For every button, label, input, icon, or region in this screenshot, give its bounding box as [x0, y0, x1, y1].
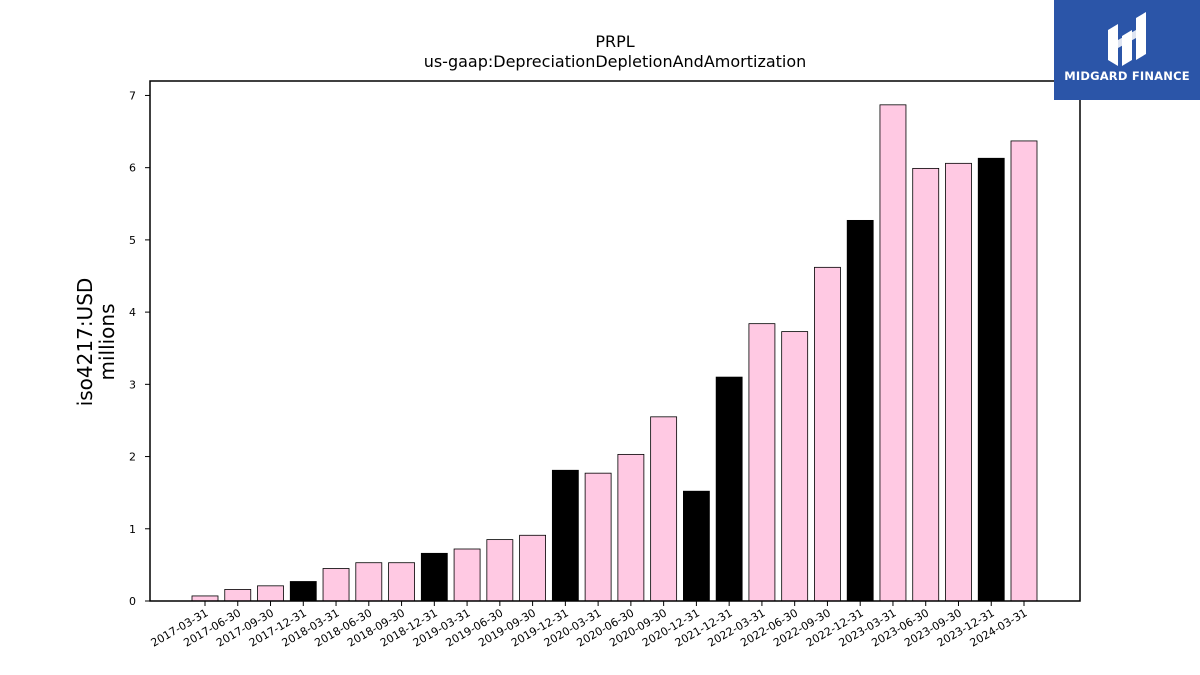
y-tick-label: 0 [129, 595, 136, 608]
y-tick-label: 7 [129, 89, 136, 102]
bar-2022-06-30 [781, 331, 809, 602]
bar-2019-12-31 [551, 469, 579, 602]
bar-2019-09-30 [519, 534, 546, 602]
y-tick-label: 4 [129, 306, 136, 319]
logo-text: MIDGARD FINANCE [1064, 69, 1190, 83]
bar-2017-09-30 [257, 585, 284, 602]
y-tick-label: 6 [129, 162, 136, 175]
bars-layer [191, 104, 1038, 602]
bar-2020-03-31 [584, 472, 612, 602]
bar-2021-12-31 [715, 376, 743, 602]
bar-2023-09-30 [945, 162, 972, 602]
bar-2023-12-31 [977, 157, 1005, 602]
bar-2022-12-31 [846, 219, 874, 602]
y-axis: 0 1 2 3 4 5 6 7 [129, 89, 150, 608]
bar-2023-06-30 [912, 167, 940, 602]
bar-2018-03-31 [322, 568, 350, 602]
chart-title: PRPL [595, 32, 635, 51]
bar-2017-03-31 [191, 595, 219, 602]
bar-2018-09-30 [388, 562, 415, 602]
midgard-logo-icon [1108, 12, 1146, 66]
y-tick-label: 2 [129, 451, 136, 464]
bar-2018-12-31 [420, 552, 448, 602]
midgard-finance-logo: MIDGARD FINANCE [1054, 0, 1200, 100]
y-tick-label: 5 [129, 234, 136, 247]
chart-subtitle: us-gaap:DepreciationDepletionAndAmortiza… [423, 52, 807, 71]
bar-2020-09-30 [650, 416, 678, 602]
x-axis: 2017-03-312017-06-302017-09-302017-12-31… [149, 601, 1030, 650]
plot-frame [149, 80, 1081, 602]
bar-2023-03-31 [879, 104, 907, 602]
bar-2019-03-31 [453, 548, 481, 602]
bar-2018-06-30 [355, 562, 383, 602]
bar-2022-03-31 [748, 323, 776, 602]
bar-2024-03-31 [1010, 140, 1038, 602]
bar-2022-09-30 [814, 266, 841, 602]
bar-2017-12-31 [289, 581, 317, 602]
bar-2020-12-31 [683, 490, 710, 602]
bar-2020-06-30 [617, 453, 645, 602]
y-tick-label: 3 [129, 378, 136, 391]
y-tick-label: 1 [129, 523, 136, 536]
bar-2017-06-30 [224, 589, 252, 602]
bar-2019-06-30 [486, 539, 514, 602]
